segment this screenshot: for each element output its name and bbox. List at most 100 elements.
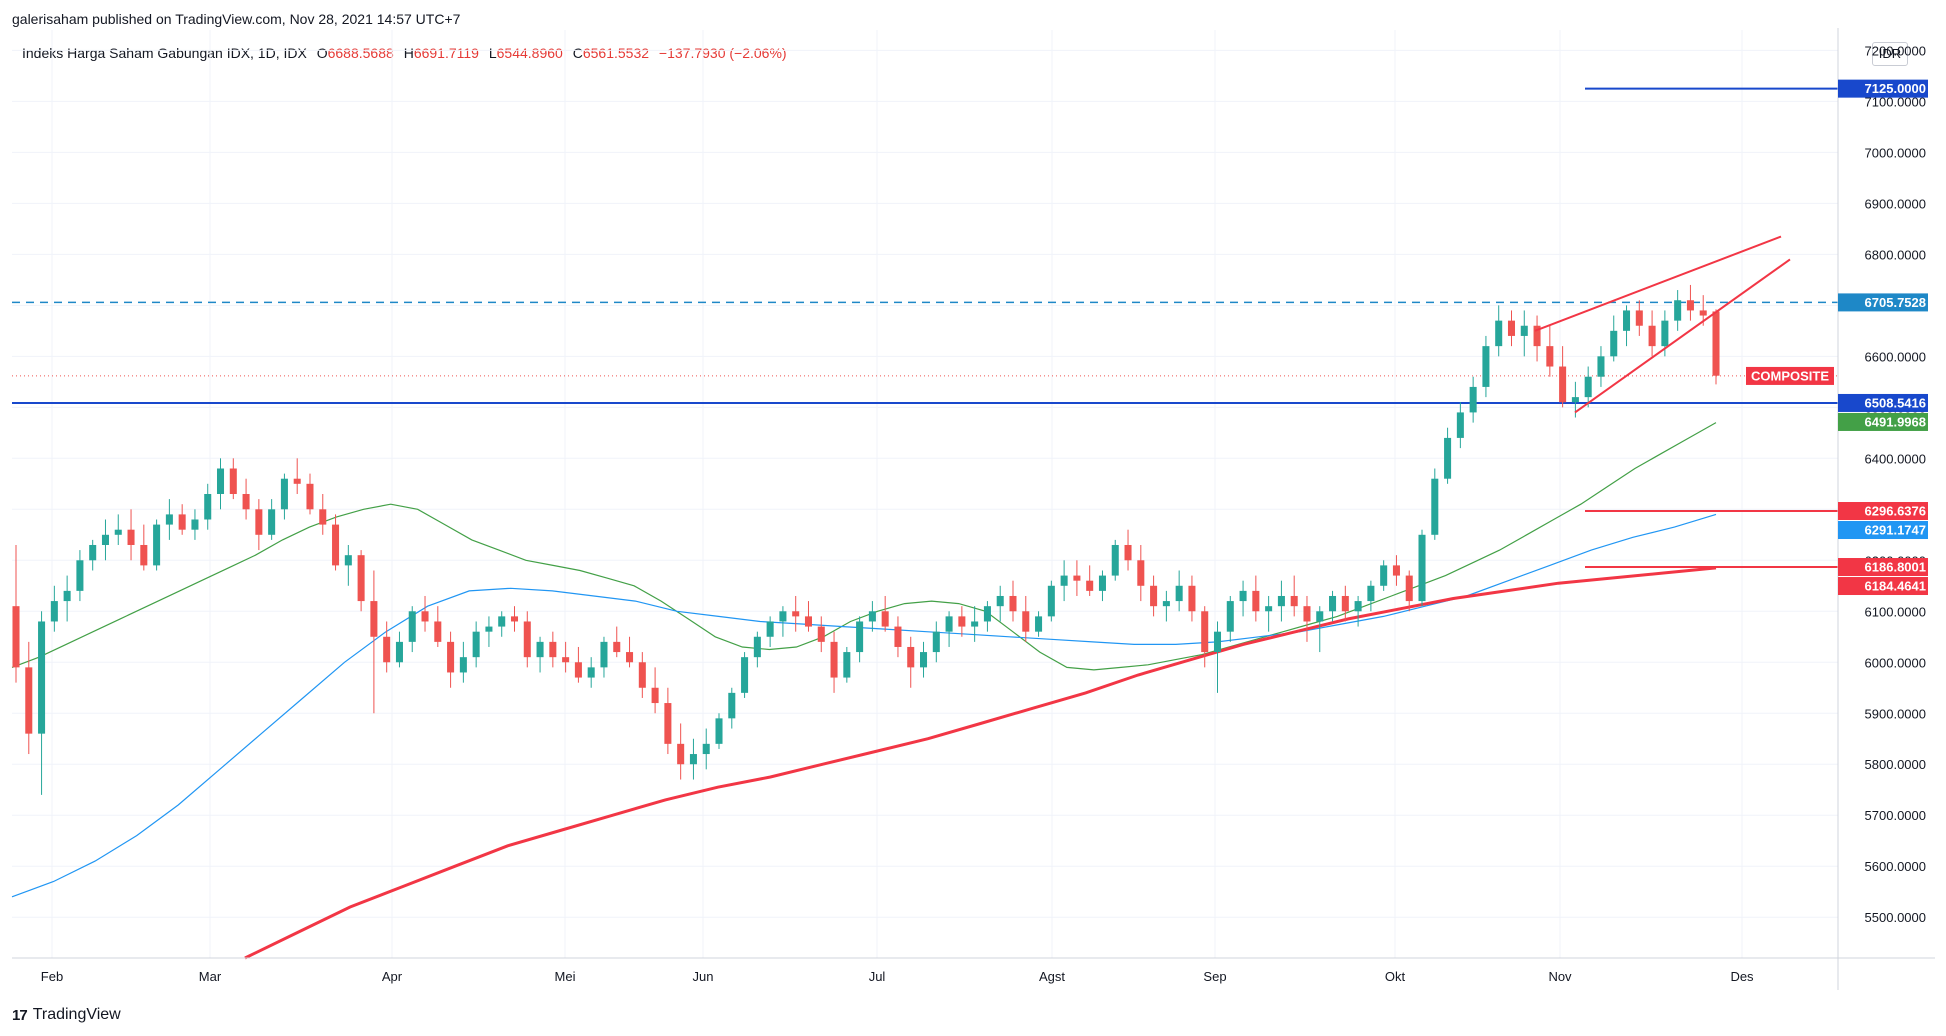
candle bbox=[25, 641, 33, 755]
candle bbox=[1392, 555, 1400, 586]
y-tick-label: 6100.0000 bbox=[1865, 604, 1926, 619]
candle bbox=[485, 616, 493, 647]
candle-body bbox=[1098, 575, 1106, 591]
candle bbox=[268, 499, 276, 540]
y-tick-label: 6800.0000 bbox=[1865, 247, 1926, 262]
candle-body bbox=[178, 514, 186, 530]
candle bbox=[242, 478, 250, 520]
candle bbox=[881, 595, 889, 632]
candle-body bbox=[153, 524, 161, 566]
candle bbox=[1226, 595, 1234, 642]
candle bbox=[421, 595, 429, 632]
candle bbox=[766, 616, 774, 647]
x-tick-label: Sep bbox=[1203, 969, 1226, 984]
candle bbox=[958, 606, 966, 637]
support-tag: 6508.5416 bbox=[1838, 393, 1928, 412]
candle bbox=[1252, 575, 1260, 622]
candle-body bbox=[114, 529, 122, 535]
candle bbox=[1507, 310, 1516, 347]
candle-body bbox=[319, 509, 327, 525]
candle-body bbox=[1162, 601, 1170, 607]
candle-body bbox=[1712, 311, 1720, 376]
candle-body bbox=[600, 641, 608, 668]
candle bbox=[1022, 595, 1030, 642]
candle bbox=[472, 621, 480, 668]
candle-body bbox=[89, 544, 97, 561]
candle bbox=[127, 509, 135, 561]
candle bbox=[1239, 580, 1247, 617]
candle bbox=[1060, 560, 1068, 602]
candle-body bbox=[779, 611, 787, 622]
y-tick-label: 6600.0000 bbox=[1865, 349, 1926, 364]
candle-body bbox=[63, 590, 71, 602]
candle-body bbox=[191, 519, 199, 530]
candle bbox=[165, 499, 173, 540]
candle-body bbox=[651, 687, 659, 704]
candle bbox=[894, 616, 902, 658]
x-tick-label: Feb bbox=[41, 969, 63, 984]
candle-body bbox=[766, 621, 774, 637]
candle bbox=[191, 509, 199, 540]
candle bbox=[255, 499, 263, 551]
candle bbox=[804, 601, 812, 632]
x-tick-label: Agst bbox=[1039, 969, 1065, 984]
candle-body bbox=[306, 483, 314, 510]
candle bbox=[344, 544, 352, 586]
candle bbox=[1686, 284, 1694, 321]
moving-averages bbox=[11, 422, 1717, 960]
candle bbox=[140, 524, 148, 571]
composite-tag-bg bbox=[1746, 366, 1834, 385]
candle-body bbox=[1303, 606, 1311, 622]
candle-body bbox=[536, 641, 544, 658]
candle bbox=[536, 636, 544, 673]
candle bbox=[1150, 575, 1158, 617]
candle bbox=[1188, 575, 1196, 622]
candle bbox=[383, 621, 391, 673]
candle-body bbox=[1354, 601, 1362, 612]
candle-body bbox=[1239, 590, 1247, 602]
candle bbox=[677, 723, 685, 780]
trendlines bbox=[1534, 235, 1791, 414]
candle-body bbox=[280, 478, 288, 510]
price-tag-bg bbox=[1838, 293, 1928, 312]
candle bbox=[50, 585, 58, 632]
price-tag-text: 6184.4641 bbox=[1865, 579, 1926, 594]
candle bbox=[1431, 468, 1439, 540]
change-value: −137.7930 (−2.06%) bbox=[658, 45, 787, 61]
candle-body bbox=[626, 652, 634, 663]
candle bbox=[638, 652, 646, 698]
candle bbox=[792, 595, 800, 632]
price-tag-bg bbox=[1838, 558, 1928, 577]
candle bbox=[332, 514, 340, 571]
candle bbox=[1290, 575, 1298, 617]
candle bbox=[651, 667, 659, 714]
candle bbox=[523, 611, 531, 668]
candle-body bbox=[204, 494, 212, 520]
candle-body bbox=[562, 657, 570, 663]
candles bbox=[12, 284, 1720, 795]
candle bbox=[932, 621, 940, 663]
candle bbox=[63, 575, 71, 622]
candle-body bbox=[242, 494, 250, 510]
candle bbox=[1354, 595, 1362, 627]
candle bbox=[1559, 346, 1567, 408]
candle bbox=[562, 641, 570, 673]
x-tick-label: Jul bbox=[869, 969, 886, 984]
candle-body bbox=[817, 626, 825, 642]
candle-body bbox=[804, 616, 812, 627]
candle-body bbox=[1571, 397, 1579, 403]
candle-body bbox=[510, 616, 519, 622]
price-tag-text: 7125.0000 bbox=[1865, 81, 1926, 96]
candle bbox=[408, 606, 416, 653]
candle bbox=[370, 570, 378, 714]
candle bbox=[293, 458, 301, 494]
candle-body bbox=[357, 555, 365, 602]
candle-body bbox=[421, 611, 429, 622]
currency-label[interactable]: IDR bbox=[1872, 42, 1908, 66]
candle-body bbox=[1533, 325, 1541, 347]
y-tick-label: 5500.0000 bbox=[1865, 910, 1926, 925]
candle-body bbox=[1584, 376, 1592, 398]
wedge-lower-line bbox=[1574, 258, 1791, 414]
candle-body bbox=[830, 641, 838, 678]
